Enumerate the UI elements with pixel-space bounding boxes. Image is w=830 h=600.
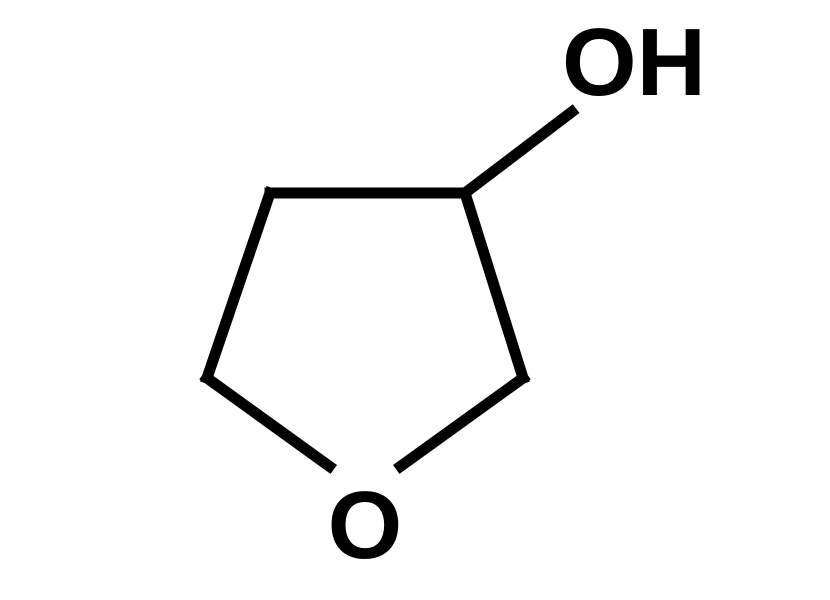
atom-label-layer: O OH (328, 9, 706, 579)
bond (207, 378, 329, 466)
atom-label: OH (562, 9, 706, 116)
bond (401, 378, 523, 466)
atom-label: O (328, 472, 403, 579)
chemical-structure-diagram: O OH (0, 0, 830, 600)
bond (207, 193, 270, 378)
bond (465, 112, 572, 193)
bond (465, 193, 523, 378)
bond-layer (207, 112, 572, 466)
